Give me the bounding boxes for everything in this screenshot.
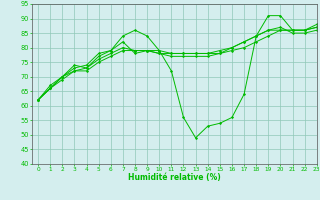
X-axis label: Humidité relative (%): Humidité relative (%): [128, 173, 221, 182]
